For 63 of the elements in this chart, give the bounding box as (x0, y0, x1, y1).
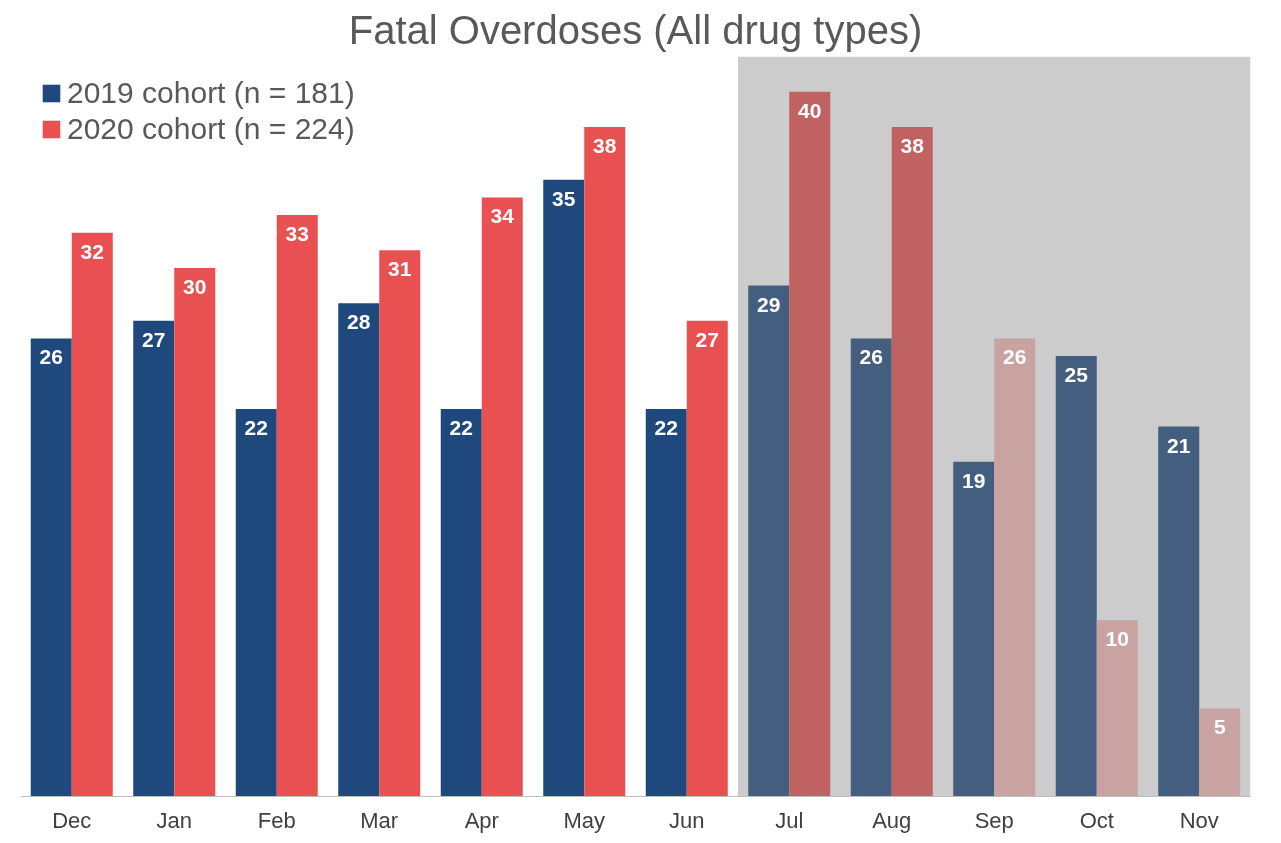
data-label: 27 (142, 327, 166, 351)
bar (440, 408, 482, 797)
bar (1096, 620, 1138, 797)
data-label: 40 (798, 98, 822, 122)
bar (30, 338, 72, 797)
data-label: 5 (1213, 715, 1226, 739)
chart-title: Fatal Overdoses (All drug types) (348, 7, 923, 52)
bar (891, 126, 933, 797)
x-tick-label: Jul (775, 807, 804, 833)
bar (174, 267, 216, 797)
x-tick-label: Sep (974, 807, 1014, 833)
bar (748, 285, 790, 797)
data-label: 21 (1167, 433, 1191, 457)
data-label: 33 (285, 222, 309, 246)
data-label: 26 (859, 345, 883, 369)
data-label: 10 (1105, 627, 1129, 651)
data-label: 29 (757, 292, 781, 316)
bar (1199, 708, 1241, 797)
bar (276, 215, 318, 797)
data-label: 35 (552, 186, 576, 210)
x-tick-label: Dec (52, 807, 92, 833)
bar (543, 179, 585, 797)
bar (850, 338, 892, 797)
bar (1158, 426, 1200, 797)
bar (584, 126, 626, 797)
data-label: 34 (490, 204, 515, 228)
data-label: 22 (449, 415, 473, 439)
data-label: 27 (695, 327, 719, 351)
x-tick-label: Feb (257, 807, 296, 833)
x-tick-label: Jun (669, 807, 705, 833)
data-label: 38 (593, 133, 617, 157)
x-tick-label: Aug (872, 807, 912, 833)
x-tick-label: Oct (1079, 807, 1114, 833)
x-tick-label: May (563, 807, 606, 833)
x-tick-label: Nov (1179, 807, 1219, 833)
data-label: 31 (388, 257, 412, 281)
legend-label: 2020 cohort (n = 224) (67, 112, 355, 146)
bar (789, 91, 831, 797)
bar (953, 461, 995, 797)
bar (645, 408, 687, 797)
x-tick-label: Apr (464, 807, 499, 833)
bar (379, 250, 421, 797)
data-label: 32 (80, 239, 104, 263)
bar (686, 320, 728, 797)
data-label: 38 (900, 133, 925, 157)
bar (481, 197, 523, 797)
bar (1055, 356, 1097, 797)
legend-label: 2019 cohort (n = 181) (67, 76, 355, 110)
x-tick-label: Mar (360, 807, 399, 833)
data-label: 25 (1064, 363, 1089, 387)
bar (133, 320, 175, 797)
data-label: 19 (962, 468, 986, 492)
data-label: 22 (244, 415, 268, 439)
data-label: 30 (183, 274, 207, 298)
bar (338, 303, 380, 797)
data-label: 28 (347, 310, 371, 334)
data-label: 26 (39, 345, 63, 369)
data-label: 22 (654, 415, 678, 439)
bar (71, 232, 113, 797)
data-label: 26 (1003, 345, 1027, 369)
x-tick-label: Jan (156, 807, 192, 833)
bar (994, 338, 1036, 797)
bar (235, 408, 277, 797)
